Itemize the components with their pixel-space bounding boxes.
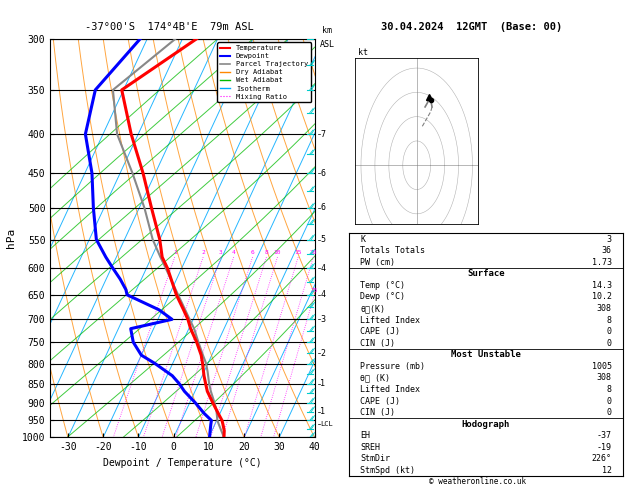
Text: 25: 25 bbox=[311, 288, 318, 293]
Text: 0: 0 bbox=[607, 408, 612, 417]
Text: 4: 4 bbox=[321, 264, 325, 273]
Text: PW (cm): PW (cm) bbox=[360, 258, 395, 267]
Text: 8: 8 bbox=[265, 250, 269, 255]
Text: Lifted Index: Lifted Index bbox=[360, 385, 420, 394]
Text: 4: 4 bbox=[231, 250, 235, 255]
Text: Most Unstable: Most Unstable bbox=[451, 350, 521, 359]
Text: -37: -37 bbox=[597, 431, 612, 440]
Text: Surface: Surface bbox=[467, 269, 504, 278]
Text: 0: 0 bbox=[607, 397, 612, 405]
Text: 1: 1 bbox=[173, 250, 177, 255]
Text: 308: 308 bbox=[597, 304, 612, 313]
Text: StmDir: StmDir bbox=[360, 454, 390, 464]
Text: 6: 6 bbox=[321, 169, 325, 177]
Text: 15: 15 bbox=[294, 250, 302, 255]
Text: K: K bbox=[360, 235, 365, 243]
Text: 30.04.2024  12GMT  (Base: 00): 30.04.2024 12GMT (Base: 00) bbox=[381, 22, 562, 32]
Text: 12: 12 bbox=[602, 466, 612, 475]
Text: 1.73: 1.73 bbox=[592, 258, 612, 267]
Text: -19: -19 bbox=[597, 443, 612, 452]
Text: 36: 36 bbox=[602, 246, 612, 255]
Text: 2: 2 bbox=[201, 250, 205, 255]
Text: 308: 308 bbox=[597, 373, 612, 382]
Text: 1: 1 bbox=[321, 379, 325, 388]
Text: 8: 8 bbox=[607, 315, 612, 325]
Text: Hodograph: Hodograph bbox=[462, 420, 510, 429]
Text: 7: 7 bbox=[321, 130, 325, 139]
Text: Lifted Index: Lifted Index bbox=[360, 315, 420, 325]
Text: © weatheronline.co.uk: © weatheronline.co.uk bbox=[430, 477, 526, 486]
Text: 2: 2 bbox=[321, 348, 325, 358]
Text: CAPE (J): CAPE (J) bbox=[360, 397, 400, 405]
Text: 3: 3 bbox=[607, 235, 612, 243]
Y-axis label: hPa: hPa bbox=[6, 228, 16, 248]
X-axis label: Dewpoint / Temperature (°C): Dewpoint / Temperature (°C) bbox=[103, 458, 262, 468]
Text: Pressure (mb): Pressure (mb) bbox=[360, 362, 425, 371]
Text: 3: 3 bbox=[321, 315, 325, 324]
Text: θᴄ (K): θᴄ (K) bbox=[360, 373, 390, 382]
Text: 20: 20 bbox=[309, 250, 317, 255]
Text: CAPE (J): CAPE (J) bbox=[360, 327, 400, 336]
Text: CIN (J): CIN (J) bbox=[360, 339, 395, 347]
Text: 14.3: 14.3 bbox=[592, 281, 612, 290]
Text: StmSpd (kt): StmSpd (kt) bbox=[360, 466, 415, 475]
Text: 5: 5 bbox=[321, 235, 325, 244]
Text: LCL: LCL bbox=[321, 421, 333, 427]
Text: Totals Totals: Totals Totals bbox=[360, 246, 425, 255]
Text: 226°: 226° bbox=[592, 454, 612, 464]
Text: θᴄ(K): θᴄ(K) bbox=[360, 304, 385, 313]
Text: km: km bbox=[322, 26, 332, 35]
Text: SREH: SREH bbox=[360, 443, 380, 452]
Text: 6: 6 bbox=[251, 250, 254, 255]
Text: -37°00'S  174°4B'E  79m ASL: -37°00'S 174°4B'E 79m ASL bbox=[86, 22, 254, 32]
Text: 6: 6 bbox=[321, 204, 325, 212]
Text: kt: kt bbox=[358, 48, 368, 57]
Text: 0: 0 bbox=[607, 327, 612, 336]
Text: Dewp (°C): Dewp (°C) bbox=[360, 293, 405, 301]
Text: ASL: ASL bbox=[320, 40, 335, 49]
Text: 3: 3 bbox=[219, 250, 223, 255]
Text: 1005: 1005 bbox=[592, 362, 612, 371]
Text: CIN (J): CIN (J) bbox=[360, 408, 395, 417]
Text: EH: EH bbox=[360, 431, 370, 440]
Legend: Temperature, Dewpoint, Parcel Trajectory, Dry Adiabat, Wet Adiabat, Isotherm, Mi: Temperature, Dewpoint, Parcel Trajectory… bbox=[217, 42, 311, 103]
Text: 0: 0 bbox=[607, 339, 612, 347]
Text: 8: 8 bbox=[607, 385, 612, 394]
Text: Temp (°C): Temp (°C) bbox=[360, 281, 405, 290]
Text: 4: 4 bbox=[321, 290, 325, 299]
Text: 10.2: 10.2 bbox=[592, 293, 612, 301]
Text: 10: 10 bbox=[274, 250, 281, 255]
Text: 1: 1 bbox=[321, 407, 325, 416]
